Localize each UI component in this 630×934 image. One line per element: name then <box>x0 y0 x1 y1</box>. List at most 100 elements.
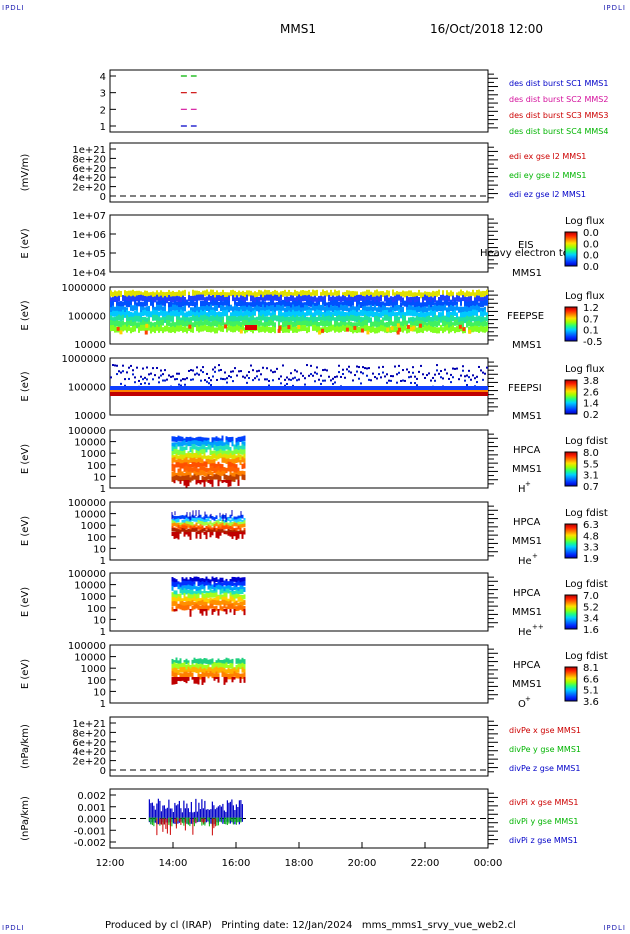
panel-4-spectrogram-cell <box>256 305 258 312</box>
panel-4-spectrogram-cell <box>300 321 302 328</box>
panel-8-spectrogram-cell <box>221 577 224 583</box>
panel-9-spectrogram-cell <box>231 658 234 665</box>
panel-9-spectrogram-cell <box>237 658 240 664</box>
panel-4-spectrogram-cell <box>246 294 248 301</box>
panel-6-spectrogram-cell <box>231 454 234 461</box>
panel-4-spectrogram-cell <box>136 290 138 297</box>
panel-4-spectrogram-cell <box>250 302 252 309</box>
x-axis-tick-label: 22:00 <box>411 858 440 869</box>
panel-1-frame <box>109 69 489 133</box>
panel-4-spectrogram-cell <box>482 316 484 323</box>
panel-4-spectrogram-cell <box>232 295 234 302</box>
panel-5-spectrogram-cell <box>314 371 316 374</box>
panel-8-spectrogram-cell <box>189 594 192 600</box>
panel-4-spectrogram-cell <box>214 301 216 308</box>
panel-4-spectrogram-cell <box>398 304 400 311</box>
panel-4-spectrogram-cell <box>436 327 438 334</box>
panel-6-spectrogram-cell <box>227 441 230 448</box>
panel-4-spectrogram-cell <box>164 295 166 302</box>
panel-4-spectrogram-cell <box>228 320 230 327</box>
panel-4-spectrogram-cell <box>284 300 286 307</box>
panel-5-spectrogram-cell <box>160 374 162 377</box>
panel-7-spectrogram-cell <box>207 517 210 522</box>
panel-9-spectrogram-cell <box>233 677 236 680</box>
panel-4-spectrogram-cell <box>438 300 440 307</box>
panel-7-spectrogram-cell <box>237 521 240 526</box>
panel-4-spectrogram-cell <box>250 320 252 327</box>
panel-4-spectrogram-cell <box>390 299 392 306</box>
panel-9-spectrogram-cell <box>193 666 196 673</box>
panel-6-spectrogram-cell <box>239 445 242 452</box>
panel-4-spectrogram-cell <box>120 326 122 333</box>
panel-3-frame <box>109 214 489 273</box>
panel-4-spectrogram-cell <box>444 325 446 332</box>
panel-5-spectrogram-cell <box>382 365 384 368</box>
panel-6-spectrogram-cell <box>171 442 174 448</box>
panel-4-spectrogram-cell <box>458 295 460 302</box>
panel-4-spectrogram-cell <box>362 317 364 324</box>
panel-5-spectrogram-cell <box>252 369 254 372</box>
panel-4-spectrogram-cell <box>172 304 174 311</box>
panel-4-spectrogram-cell <box>162 316 164 323</box>
panel-7-spectrogram-cell <box>187 528 190 533</box>
panel-4-spectrogram-cell <box>312 304 314 311</box>
panel-4-spectrogram-cell <box>260 315 262 322</box>
panel-9-spectrogram-cell <box>207 667 210 673</box>
panel-5-spectrogram-cell <box>122 370 124 373</box>
panel-4-spectrogram-cell <box>408 304 410 311</box>
panel-7-colorbar <box>564 523 578 559</box>
panel-8-spectrogram-cell <box>213 599 216 605</box>
panel-4-spectrogram-cell <box>344 325 346 332</box>
panel-1-legend-1: des dist burst SC1 MMS1 <box>509 79 608 88</box>
panel-4-spectrogram-cell <box>296 296 298 303</box>
panel-5-spectrogram-cell <box>414 375 416 378</box>
panel-7-spectrogram-cell <box>177 515 180 520</box>
panel-4-spectrogram-cell <box>374 296 376 303</box>
panel-6-spectrogram-cell <box>211 476 214 482</box>
panel-6-spectrogram-cell <box>241 457 244 463</box>
panel-4-spectrogram-cell <box>316 309 318 316</box>
panel-4-spectrogram-cell <box>154 296 156 303</box>
panel-4-spectrogram-cell <box>474 292 476 299</box>
panel-6-spectrogram-cell <box>171 465 174 472</box>
panel-8-spectrogram-cell <box>197 581 200 586</box>
panel-4-spectrogram-cell <box>362 291 364 298</box>
panel-4-spectrogram-cell <box>320 310 322 317</box>
panel-8-spectrogram-cell <box>173 609 176 612</box>
panel-4-spectrogram-cell <box>284 326 286 333</box>
panel-6-spectrogram-cell <box>195 446 198 452</box>
panel-8-spectrogram-cell <box>177 593 180 599</box>
panel-6-spectrogram-cell <box>197 436 200 443</box>
panel-4-spectrogram-cell <box>330 321 332 328</box>
panel-5-spectrogram-cell <box>394 365 396 368</box>
panel-6-spectrogram-cell <box>173 436 176 442</box>
panel-8-spectrogram-cell <box>193 593 196 599</box>
panel-6-spectrogram-cell <box>213 474 216 480</box>
panel-4-spectrogram-cell <box>264 295 266 302</box>
panel-6-spectrogram-cell <box>241 449 244 455</box>
panel-4-spectrogram-cell <box>118 320 120 327</box>
panel-4-spectrogram-cell <box>422 302 424 309</box>
panel-4-spectrogram-cell <box>154 322 156 329</box>
panel-6-spectrogram-cell <box>229 446 232 453</box>
panel-5-spectrogram-cell <box>256 370 258 373</box>
panel-5-spectrogram-cell <box>398 371 400 374</box>
panel-5-spectrogram-cell <box>162 373 164 376</box>
panel-6-spectrogram-cell <box>229 437 232 443</box>
panel-5-spectrogram-cell <box>360 382 362 385</box>
panel-4-spectrogram-cell <box>438 312 440 319</box>
panel-4-spectrogram-cell <box>160 309 162 316</box>
panel-8-spectrogram-cell <box>175 590 178 596</box>
panel-7-spectrogram-cell <box>213 525 216 530</box>
panel-9-spectrogram-cell <box>239 663 242 670</box>
panel-8-spectrogram-cell <box>191 581 194 587</box>
panel-9-spectrogram-cell <box>235 672 238 679</box>
panel-4-spectrogram-cell <box>402 290 404 297</box>
panel-4-spectrogram-cell <box>212 320 214 327</box>
panel-4-spectrogram-cell <box>204 324 206 331</box>
panel-6-spectrogram-cell <box>175 448 178 455</box>
panel-8-spectrogram-cell <box>243 594 246 600</box>
panel-4-spectrogram-cell <box>422 312 424 319</box>
panel-4-spectrogram-cell <box>154 314 156 321</box>
panel-6-spectrogram-cell <box>217 453 220 460</box>
